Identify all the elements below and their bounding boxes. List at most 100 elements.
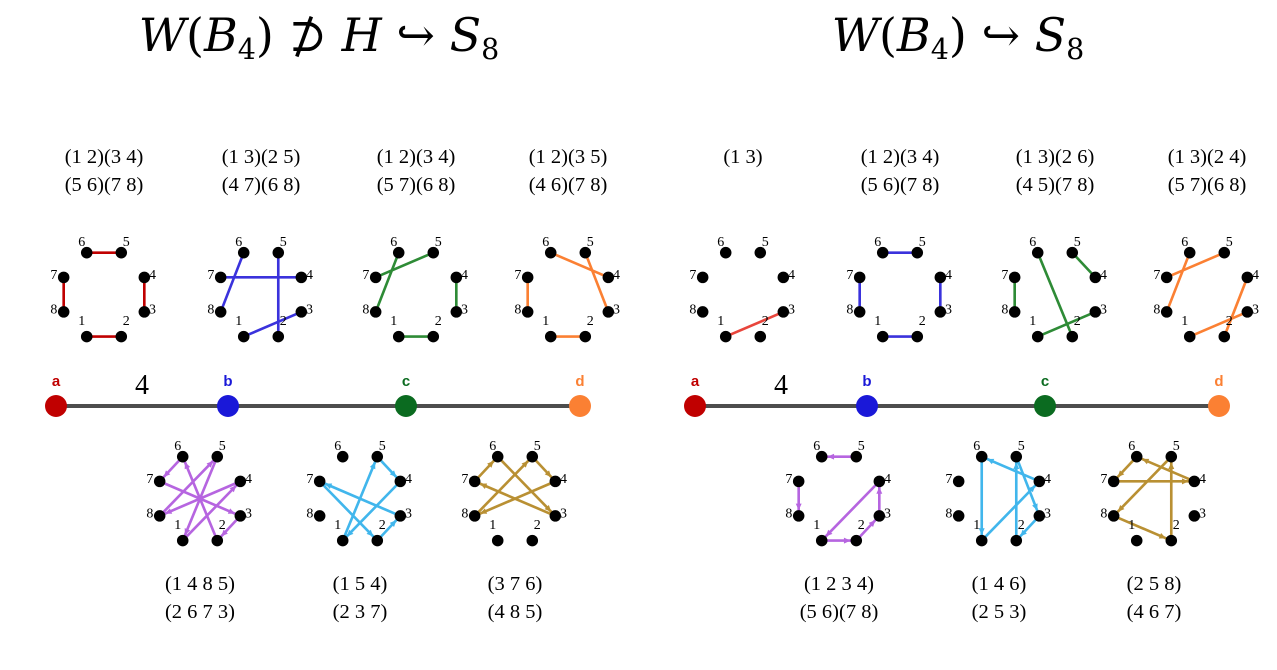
coxeter-diagram-left-node-label-c: c <box>402 373 410 390</box>
generator-graph-c-left-vertex-label: 7 <box>362 268 369 283</box>
coxeter-diagram-left-node-d[interactable] <box>569 395 591 417</box>
generator-graph-a-left-vertex-label: 7 <box>50 268 57 283</box>
product-label-3-left: (3 7 6) (4 8 5) <box>440 570 590 626</box>
generator-graph-c-left-vertex <box>427 330 440 343</box>
generator-graph-a-right-vertex <box>754 330 767 343</box>
product-graph-1-left-vertex-label: 4 <box>245 472 252 487</box>
coxeter-diagram-right-node-label-d: d <box>1214 373 1223 390</box>
generator-label-b-left: (1 3)(2 5) (4 7)(6 8) <box>186 143 336 199</box>
coxeter-diagram-right-node-d[interactable] <box>1208 395 1230 417</box>
generator-graph-c-right-edge <box>1074 255 1093 275</box>
generator-label-b-right-line: (1 2)(3 4) <box>860 146 940 168</box>
product-graph-1-left-vertex-label: 6 <box>174 439 181 454</box>
product-label-3-right-line: (4 6 7) <box>1126 601 1182 623</box>
generator-graph-a-right-vertex <box>696 306 709 318</box>
generator-graph-a-right-vertex <box>719 246 732 259</box>
generator-graph-b-left-vertex-label: 3 <box>306 302 313 317</box>
product-graph-3-right-vertex <box>1188 510 1201 522</box>
product-graph-2-left-arrowhead <box>389 520 397 527</box>
generator-graph-a-right-vertex <box>754 246 767 259</box>
coxeter-diagram-right-node-a[interactable] <box>684 395 706 417</box>
product-graph-1-right-vertex-label: 7 <box>785 472 792 487</box>
product-graph-1-left-arrowhead <box>227 508 236 514</box>
generator-graph-c-left-vertex <box>450 306 463 318</box>
generator-graph-c-left-edge <box>376 256 398 308</box>
product-graph-1-left-vertex-label: 3 <box>245 506 252 521</box>
generator-graph-b-left: 1 2 3 4 5 6 7 8 <box>196 228 326 358</box>
generator-graph-b-right-vertex-label: 6 <box>874 235 881 250</box>
generator-graph-b-left-vertex-label: 1 <box>235 314 242 329</box>
coxeter-diagram-right-node-b[interactable] <box>856 395 878 417</box>
generator-graph-c-left-edge <box>379 253 430 277</box>
generator-label-b-right-line: (5 6)(7 8) <box>860 174 940 196</box>
generator-graph-d-right-vertex-label: 4 <box>1252 268 1259 283</box>
generator-graph-b-left-vertex <box>272 246 285 259</box>
product-graph-1-right-vertex-label: 4 <box>884 472 891 487</box>
generator-graph-b-left-vertex <box>295 271 308 284</box>
generator-graph-d-left-edge <box>586 256 608 308</box>
coxeter-diagram-left-node-a[interactable] <box>45 395 67 417</box>
generator-label-c-right-line: (4 5)(7 8) <box>1015 174 1095 196</box>
product-graph-3-left-vertex-label: 4 <box>560 472 567 487</box>
product-label-3-right-line: (2 5 8) <box>1126 573 1182 595</box>
generator-label-b-left-line: (4 7)(6 8) <box>221 174 301 196</box>
product-graph-2-right-arrowhead <box>1032 503 1038 511</box>
product-graph-3-right-arrowhead <box>1117 505 1125 512</box>
generator-graph-a-left: 1 2 3 4 5 6 7 8 <box>39 228 169 358</box>
generator-graph-d-right-vertex <box>1241 271 1254 284</box>
product-graph-3-left-arrowhead <box>479 508 488 514</box>
coxeter-diagram-left-edge-label: 4 <box>135 370 149 401</box>
coxeter-diagram-right-node-c[interactable] <box>1034 395 1056 417</box>
product-graph-2-right-vertex-label: 4 <box>1044 472 1051 487</box>
generator-graph-c-left-vertex <box>369 306 382 318</box>
generator-graph-b-left-vertex <box>214 306 227 318</box>
product-graph-3-right-vertex-label: 8 <box>1100 506 1107 521</box>
generator-graph-c-right-vertex-label: 1 <box>1029 314 1036 329</box>
generator-graph-d-right-vertex-label: 1 <box>1181 314 1188 329</box>
generator-graph-d-right-vertex-label: 8 <box>1153 302 1160 317</box>
product-graph-3-left-vertex-label: 7 <box>461 472 468 487</box>
generator-label-d-right-line: (1 3)(2 4) <box>1167 146 1247 168</box>
generator-graph-b-right-vertex <box>911 330 924 343</box>
coxeter-diagram-left-node-c[interactable] <box>395 395 417 417</box>
generator-graph-a-right: 1 2 3 4 5 6 7 8 <box>678 228 808 358</box>
generator-graph-c-right-vertex <box>1089 306 1102 318</box>
product-graph-1-right-vertex-label: 8 <box>785 506 792 521</box>
product-graph-3-right-arrowhead <box>1142 458 1150 465</box>
generator-graph-c-right-vertex-label: 3 <box>1100 302 1107 317</box>
generator-graph-d-right-vertex <box>1218 246 1231 259</box>
product-graph-2-right-vertex-label: 5 <box>1018 439 1025 454</box>
product-graph-2-left-edge <box>345 484 398 538</box>
generator-graph-d-right-vertex-label: 6 <box>1181 235 1188 250</box>
product-label-3-left-line: (3 7 6) <box>487 573 543 595</box>
generator-graph-b-left-vertex-label: 5 <box>280 235 287 250</box>
generator-graph-c-left-vertex-label: 6 <box>390 235 397 250</box>
product-label-2-right-line: (1 4 6) <box>971 573 1027 595</box>
coxeter-diagram-left-node-b[interactable] <box>217 395 239 417</box>
product-graph-2-right-vertex <box>952 475 965 488</box>
generator-graph-a-left-vertex-label: 2 <box>123 314 130 329</box>
product-graph-3-right-arrowhead <box>1168 462 1175 470</box>
product-graph-2-left-vertex <box>394 475 407 488</box>
generator-label-a-right: (1 3) <box>668 143 818 171</box>
product-graph-3-left-vertex <box>491 450 504 463</box>
product-graph-3-left-vertex <box>549 510 562 522</box>
product-label-2-right-line: (2 5 3) <box>971 601 1027 623</box>
product-graph-1-left-vertex <box>153 475 166 488</box>
product-graph-1-left-arrowhead <box>206 460 214 468</box>
product-graph-3-left-edge <box>477 459 530 514</box>
generator-graph-d-left-vertex-label: 3 <box>613 302 620 317</box>
product-label-2-right: (1 4 6) (2 5 3) <box>924 570 1074 626</box>
product-graph-2-left-vertex <box>371 450 384 463</box>
generator-graph-c-left-vertex <box>392 246 405 259</box>
coxeter-diagram-left-node-label-b: b <box>223 373 232 390</box>
generator-graph-a-right-vertex-label: 6 <box>717 235 724 250</box>
generator-graph-c-left-vertex-label: 3 <box>461 302 468 317</box>
product-graph-1-right-arrowhead <box>868 520 876 527</box>
product-graph-3-left-vertex-label: 8 <box>461 506 468 521</box>
generator-graph-b-left-vertex-label: 7 <box>207 268 214 283</box>
product-graph-3-right-vertex-label: 2 <box>1173 518 1180 533</box>
product-graph-2-right-edge <box>984 484 1037 538</box>
coxeter-diagram-right: 4 a b c d <box>667 366 1267 426</box>
generator-graph-b-left-vertex-label: 6 <box>235 235 242 250</box>
